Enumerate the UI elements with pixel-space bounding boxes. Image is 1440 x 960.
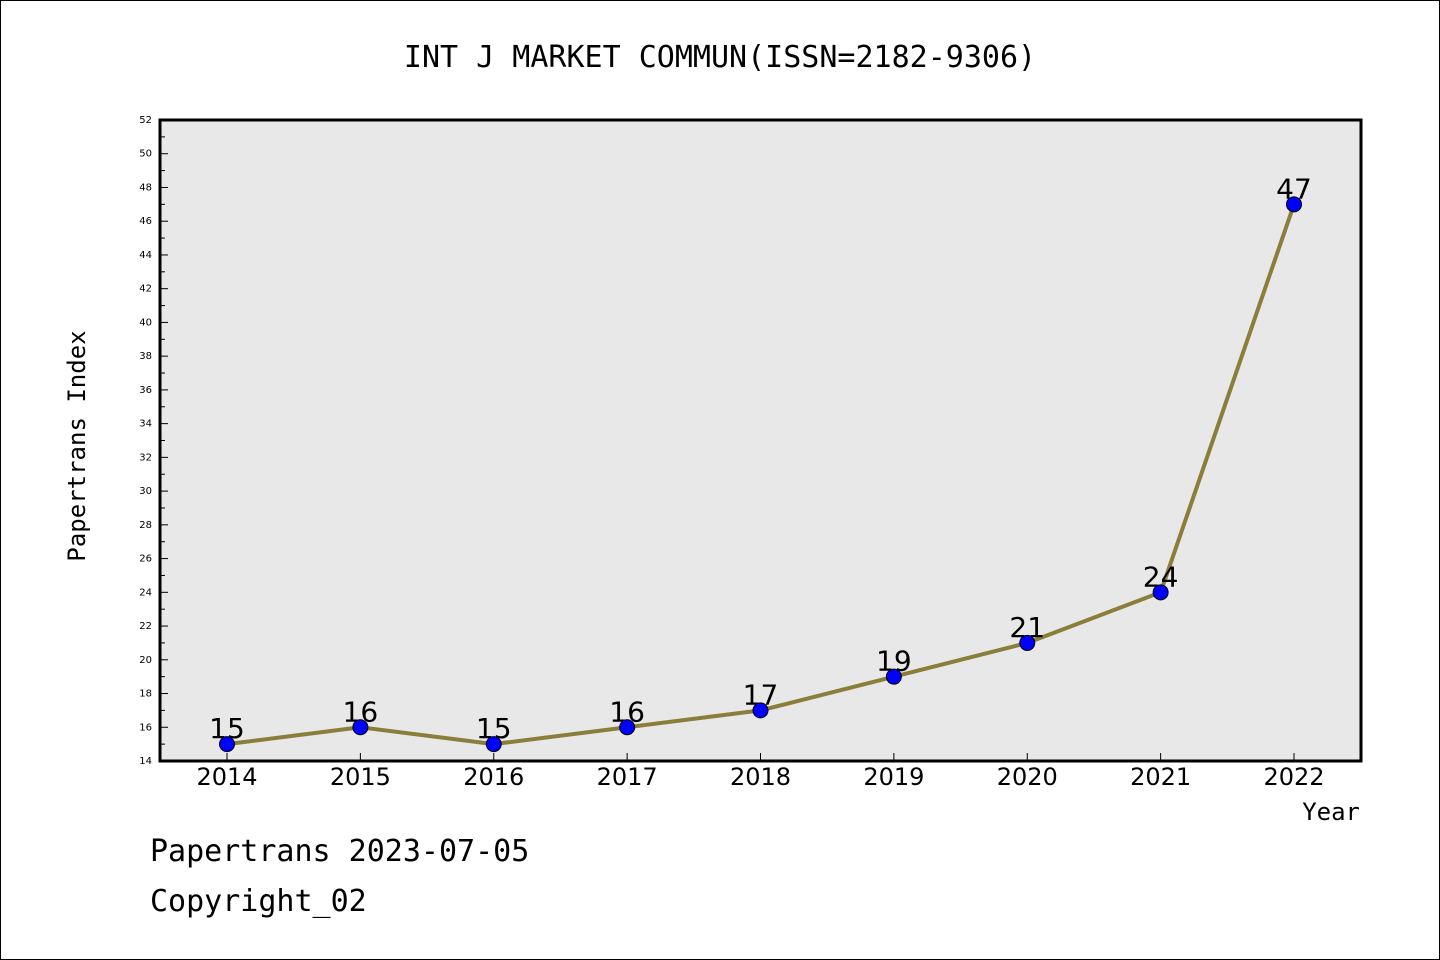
data-point bbox=[485, 736, 502, 753]
y-tick-label: 36 bbox=[139, 385, 152, 396]
y-tick-label: 14 bbox=[139, 756, 152, 767]
y-tick-label: 50 bbox=[139, 149, 152, 160]
x-tick-label: 2017 bbox=[597, 763, 658, 791]
y-tick-label: 16 bbox=[139, 722, 152, 733]
y-tick-label: 38 bbox=[139, 351, 152, 362]
x-tick-label: 2016 bbox=[463, 763, 524, 791]
y-tick-label: 30 bbox=[139, 486, 152, 497]
x-tick-label: 2015 bbox=[330, 763, 391, 791]
y-tick-label: 18 bbox=[139, 689, 152, 700]
y-tick-label: 34 bbox=[139, 419, 152, 430]
x-tick-label: 2021 bbox=[1130, 763, 1191, 791]
data-point bbox=[619, 719, 636, 736]
data-point bbox=[1152, 584, 1169, 601]
footer-copyright: Copyright_02 bbox=[150, 884, 367, 919]
y-tick-label: 32 bbox=[139, 452, 152, 463]
y-tick-label: 42 bbox=[139, 284, 152, 295]
y-tick-label: 44 bbox=[139, 250, 152, 261]
data-point bbox=[219, 736, 235, 753]
data-point bbox=[352, 719, 369, 736]
plot-background bbox=[160, 120, 1361, 761]
y-tick-label: 28 bbox=[139, 520, 152, 531]
y-axis-label: Papertrans Index bbox=[63, 330, 91, 561]
x-tick-label: 2019 bbox=[863, 763, 924, 791]
x-tick-label: 2014 bbox=[196, 763, 257, 791]
y-tick-label: 40 bbox=[139, 317, 152, 328]
data-point bbox=[752, 702, 769, 719]
y-tick-label: 52 bbox=[139, 115, 152, 126]
x-tick-label: 2020 bbox=[997, 763, 1058, 791]
y-tick-label: 20 bbox=[139, 655, 152, 666]
footer-stamp: Papertrans 2023-07-05 bbox=[150, 834, 530, 869]
plot-border bbox=[158, 118, 1363, 763]
x-axis-label: Year bbox=[1302, 798, 1360, 826]
y-tick-label: 24 bbox=[139, 587, 152, 598]
y-tick-label: 46 bbox=[139, 216, 152, 227]
y-tick-label: 26 bbox=[139, 554, 152, 565]
x-tick-label: 2018 bbox=[730, 763, 791, 791]
data-point bbox=[885, 668, 902, 685]
data-point bbox=[1286, 196, 1302, 213]
x-tick-label: 2022 bbox=[1263, 763, 1324, 791]
chart-title: INT J MARKET COMMUN(ISSN=2182-9306) bbox=[404, 40, 1036, 75]
y-tick-label: 48 bbox=[139, 182, 152, 193]
plot-area: 1416182022242628303234363840424446485052… bbox=[139, 115, 1363, 791]
y-tick-label: 22 bbox=[139, 621, 152, 632]
data-point bbox=[1019, 634, 1036, 651]
